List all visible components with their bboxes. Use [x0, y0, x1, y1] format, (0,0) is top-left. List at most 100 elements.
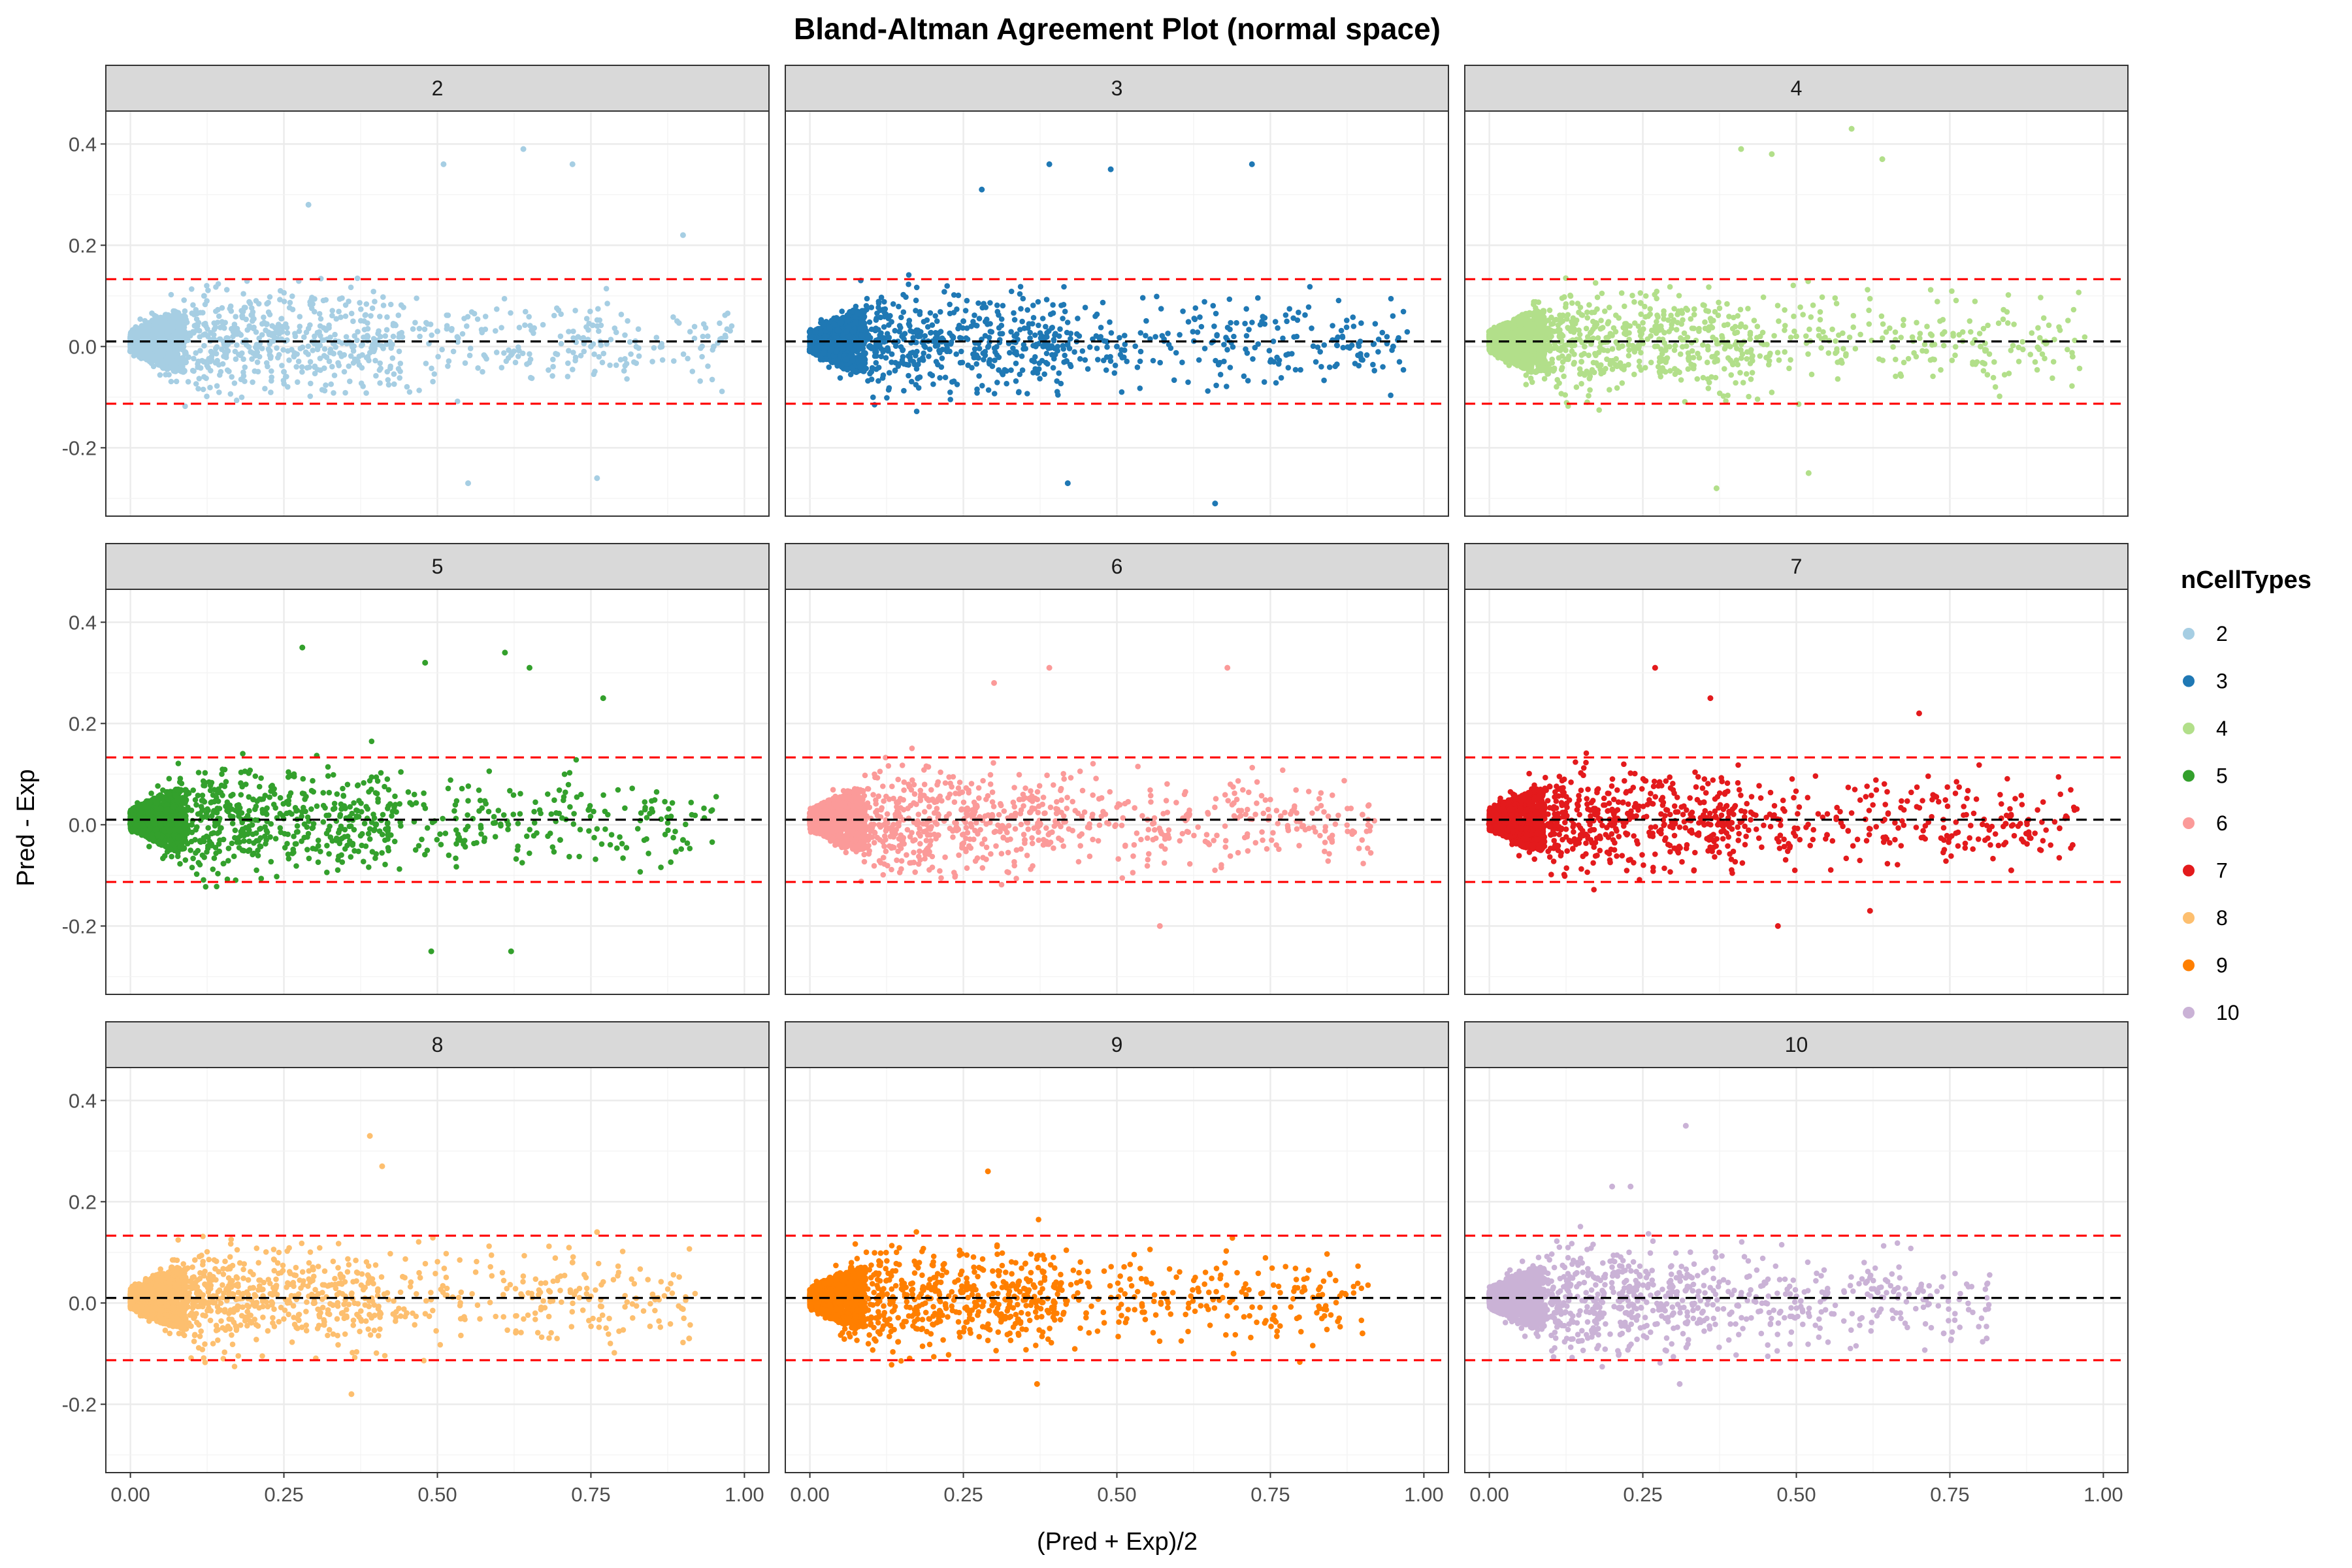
data-point: [914, 327, 921, 334]
data-point: [359, 365, 365, 371]
data-point: [1495, 345, 1503, 352]
data-point: [1931, 357, 1937, 363]
data-point: [1714, 340, 1720, 347]
data-point: [263, 327, 269, 333]
data-point: [311, 308, 318, 315]
data-point: [182, 316, 189, 323]
data-point: [1654, 295, 1659, 302]
data-point: [1017, 291, 1023, 297]
data-point: [1013, 378, 1019, 384]
data-point: [1691, 312, 1697, 318]
data-point: [527, 351, 532, 357]
data-point: [434, 328, 440, 335]
data-point: [628, 351, 634, 357]
data-point: [1716, 299, 1722, 306]
data-point: [214, 383, 220, 389]
data-point: [987, 329, 994, 335]
data-point: [178, 342, 186, 349]
data-point: [172, 350, 179, 357]
data-point: [2020, 346, 2026, 353]
data-point: [1050, 302, 1056, 308]
data-point: [427, 321, 434, 327]
data-point: [915, 376, 921, 382]
data-point: [365, 334, 371, 340]
data-point: [1036, 322, 1041, 329]
data-point: [483, 355, 489, 362]
data-point: [350, 318, 356, 325]
data-point: [1573, 384, 1580, 390]
data-point: [2011, 321, 2017, 327]
data-point: [1488, 333, 1495, 340]
data-point: [320, 297, 327, 304]
data-point: [1217, 359, 1223, 366]
data-point: [1805, 470, 1812, 476]
data-point: [1833, 301, 1840, 306]
data-point: [1037, 376, 1043, 382]
data-point: [865, 378, 871, 384]
data-point: [622, 332, 628, 338]
data-point: [1950, 331, 1956, 336]
data-point: [852, 319, 859, 326]
data-point: [697, 378, 703, 384]
data-point: [1665, 317, 1671, 323]
data-point: [505, 826, 511, 832]
data-point: [1371, 368, 1377, 374]
data-point: [182, 359, 189, 366]
data-point: [1700, 342, 1706, 348]
data-point: [454, 334, 461, 340]
data-point: [1242, 320, 1248, 327]
data-point: [203, 375, 209, 382]
data-point: [482, 326, 489, 333]
data-point: [2076, 365, 2083, 372]
data-point: [1733, 380, 1739, 386]
data-point: [1744, 349, 1750, 355]
data-point: [287, 299, 293, 306]
data-point: [1079, 348, 1086, 354]
data-point: [350, 348, 357, 354]
data-point: [1609, 366, 1616, 372]
data-point: [339, 340, 345, 346]
data-point: [1400, 367, 1407, 373]
data-point: [1744, 356, 1750, 362]
data-point: [1701, 302, 1707, 308]
data-point: [211, 326, 218, 333]
data-point: [976, 316, 983, 321]
data-point: [1995, 320, 2002, 327]
data-point: [2019, 338, 2025, 345]
data-point: [2004, 309, 2010, 315]
data-point: [570, 350, 576, 355]
data-point: [329, 308, 335, 314]
data-point: [1569, 348, 1575, 354]
data-point: [1940, 342, 1947, 349]
data-point: [252, 344, 259, 350]
data-point: [475, 365, 481, 371]
data-point: [1165, 331, 1171, 336]
data-point: [947, 397, 953, 402]
data-point: [1556, 333, 1563, 339]
data-point: [200, 310, 206, 316]
data-point: [193, 381, 199, 387]
data-point: [1776, 357, 1782, 363]
data-point: [1526, 311, 1533, 318]
data-point: [1221, 342, 1227, 348]
data-point: [1956, 332, 1962, 338]
data-point: [1570, 315, 1576, 321]
data-point: [932, 313, 938, 319]
data-point: [157, 372, 163, 378]
data-point: [659, 357, 666, 363]
data-point: [928, 329, 934, 336]
data-point: [1696, 355, 1703, 361]
data-point: [461, 316, 467, 321]
data-point: [550, 356, 556, 363]
data-point: [1559, 353, 1565, 359]
data-point: [1747, 329, 1754, 336]
data-point: [941, 289, 947, 295]
data-point: [238, 332, 244, 338]
data-point: [1754, 335, 1760, 341]
data-point: [222, 350, 229, 355]
data-point: [1713, 485, 1720, 491]
data-point: [1388, 295, 1394, 302]
data-point: [1586, 352, 1592, 359]
data-point: [1619, 343, 1625, 350]
data-point: [531, 325, 537, 331]
